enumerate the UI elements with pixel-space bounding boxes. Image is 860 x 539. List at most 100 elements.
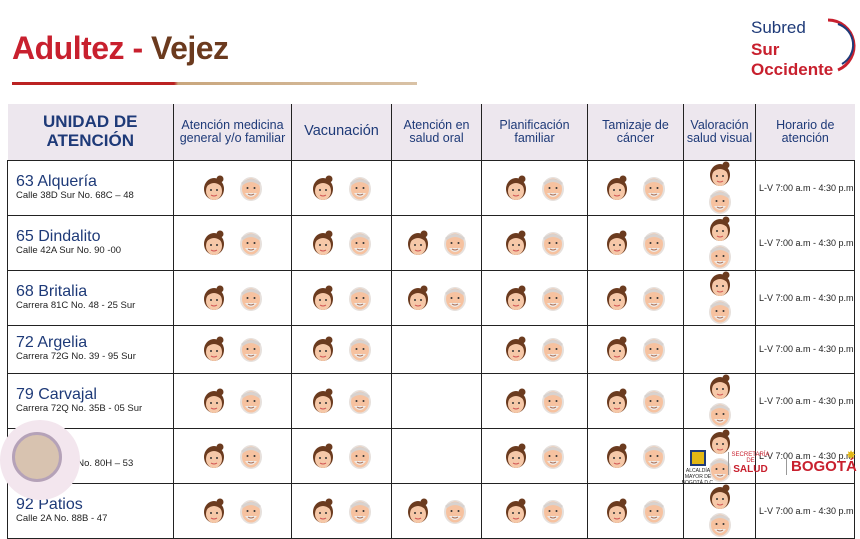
table-row: 79 Carvajal Carrera 72Q No. 35B - 05 Sur L… [7, 372, 855, 429]
service-cell [291, 372, 392, 429]
horario-cell: L-V 7:00 a.m - 4:30 p.m [755, 214, 855, 271]
horario-cell: L-V 7:00 a.m - 4:30 p.m [755, 159, 855, 216]
unit-name: 65 Dindalito [16, 227, 101, 245]
subred-logo: Subred Sur Occidente [748, 16, 858, 79]
elderly-man-icon [348, 338, 371, 362]
adult-woman-icon [312, 285, 333, 310]
service-cell [481, 269, 588, 326]
service-cell [481, 372, 588, 429]
adult-woman-icon [709, 374, 730, 399]
unit-address: Calle 42A Sur No. 90 -00 [16, 244, 122, 256]
service-cell [173, 482, 292, 539]
unit-name: 68 Britalia [16, 282, 88, 300]
elderly-man-icon [239, 338, 262, 362]
service-cell [173, 427, 292, 484]
elderly-man-icon [239, 389, 262, 414]
elderly-man-icon [541, 231, 564, 256]
elderly-man-icon [708, 457, 731, 482]
elderly-man-icon [348, 176, 371, 201]
service-cell [481, 427, 588, 484]
elderly-man-icon [348, 389, 371, 414]
adult-woman-icon [203, 498, 224, 523]
elderly-man-icon [708, 299, 731, 324]
star-icon: ✸ [846, 448, 857, 462]
unit-cell: 63 Alquería Calle 38D Sur No. 68C – 48 [7, 159, 174, 216]
alcaldia-logo: ALCALDÍA MAYOR DE BOGOTÁ D.C. [678, 450, 718, 486]
adult-woman-icon [505, 336, 526, 361]
unit-address: Carrera 81C No. 48 - 25 Sur [16, 299, 136, 311]
service-cell [683, 159, 756, 216]
adult-woman-icon [203, 175, 224, 200]
title-underline [12, 82, 417, 85]
adult-woman-icon [505, 230, 526, 255]
elderly-man-icon [642, 286, 665, 311]
service-cell [391, 324, 482, 374]
adult-woman-icon [606, 230, 627, 255]
horario-cell: L-V 7:00 a.m - 4:30 p.m [755, 372, 855, 429]
service-cell [173, 214, 292, 271]
header-tamizaje: Tamizaje de cáncer [587, 104, 684, 160]
service-cell [587, 324, 684, 374]
header-salud-oral: Atención en salud oral [391, 104, 482, 160]
elderly-man-icon [541, 499, 564, 524]
service-cell [481, 482, 588, 539]
adult-woman-icon [312, 175, 333, 200]
adult-woman-icon [312, 388, 333, 413]
service-cell [291, 214, 392, 271]
elderly-man-icon [541, 389, 564, 414]
page-title: Adultez - Vejez [12, 30, 229, 66]
service-cell [291, 427, 392, 484]
table-row: 63 Alquería Calle 38D Sur No. 68C – 48 L-V… [7, 159, 855, 216]
service-cell [481, 324, 588, 374]
service-cell [391, 482, 482, 539]
unit-address: Calle 2A No. 88B - 47 [16, 512, 108, 524]
service-cell [391, 269, 482, 326]
adult-woman-icon [203, 230, 224, 255]
elderly-man-icon [348, 231, 371, 256]
service-cell [587, 482, 684, 539]
adult-woman-icon [407, 285, 428, 310]
unit-cell: 68 Britalia Carrera 81C No. 48 - 25 Sur [7, 269, 174, 326]
service-cell [481, 214, 588, 271]
elderly-man-icon [541, 338, 564, 362]
unit-name: 72 Argelia [16, 334, 88, 352]
adult-woman-icon [606, 388, 627, 413]
adult-woman-icon [505, 175, 526, 200]
elderly-man-icon [708, 402, 731, 427]
table-header-row: UNIDAD DE ATENCIÓN Atención medicina gen… [7, 104, 855, 160]
service-cell [683, 269, 756, 326]
adult-woman-icon [203, 443, 224, 468]
service-cell [683, 214, 756, 271]
elderly-man-icon [239, 176, 262, 201]
header-planificacion: Planificación familiar [481, 104, 588, 160]
adult-woman-icon [203, 388, 224, 413]
service-cell [587, 372, 684, 429]
elderly-man-icon [642, 231, 665, 256]
elderly-man-icon [443, 231, 466, 256]
adult-woman-icon [709, 271, 730, 296]
table-row: 72 Argelia Carrera 72G No. 39 - 95 Sur L-V… [7, 324, 855, 374]
elderly-man-icon [239, 499, 262, 524]
header-salud-visual: Valoración salud visual [683, 104, 756, 160]
adult-woman-icon [606, 443, 627, 468]
service-cell [587, 214, 684, 271]
elderly-man-icon [239, 231, 262, 256]
elderly-man-icon [348, 499, 371, 524]
adult-woman-icon [407, 230, 428, 255]
service-cell [683, 324, 756, 374]
unit-cell: 79 Carvajal Carrera 72Q No. 35B - 05 Sur [7, 372, 174, 429]
elderly-man-icon [348, 286, 371, 311]
elderly-man-icon [541, 286, 564, 311]
adult-woman-icon [505, 388, 526, 413]
adult-woman-icon [312, 498, 333, 523]
adult-woman-icon [312, 230, 333, 255]
elderly-man-icon [443, 286, 466, 311]
adult-woman-icon [312, 336, 333, 361]
elderly-man-icon [239, 444, 262, 469]
elderly-man-icon [708, 512, 731, 537]
adult-woman-icon [606, 285, 627, 310]
bogota-logo: BOGOTÁ [786, 458, 857, 475]
unit-name: 79 Carvajal [16, 385, 97, 403]
elderly-man-icon [642, 338, 665, 362]
adult-woman-icon [505, 498, 526, 523]
